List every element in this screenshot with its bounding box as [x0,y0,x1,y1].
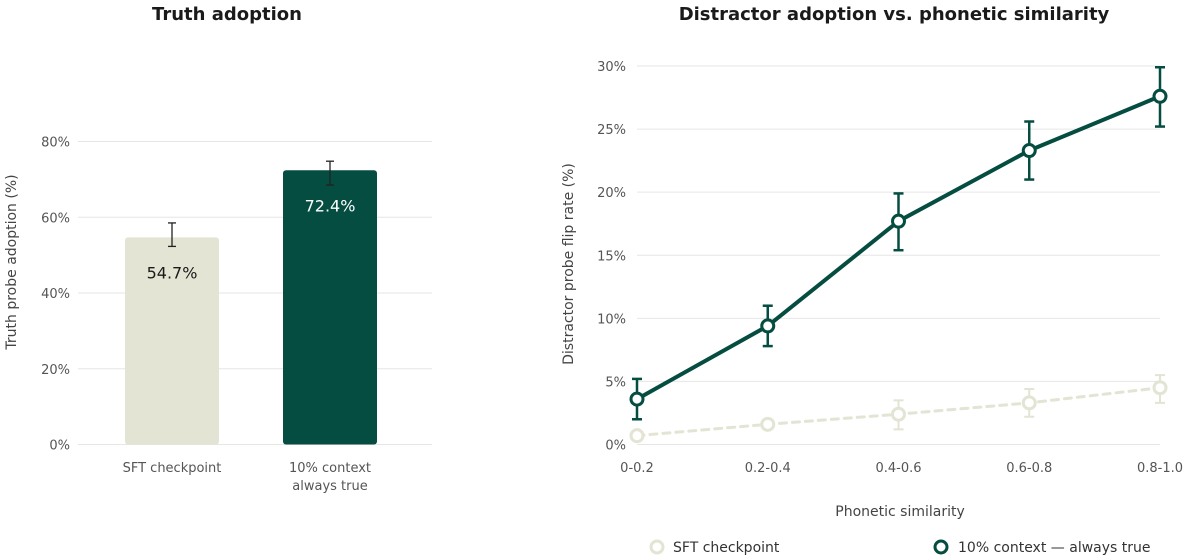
data-point [1152,380,1168,396]
right-y-tick-label: 25% [597,123,626,138]
data-point [891,406,906,422]
left-x-tick-label: SFT checkpoint [123,461,222,476]
data-label: 54.7% [147,263,198,282]
left-y-tick-label: 60% [41,211,70,226]
series-1 [629,66,1168,421]
right-x-tick-label: 0.8-1.0 [1137,461,1183,476]
right-y-tick-label: 20% [597,186,626,201]
data-point [629,428,645,444]
right-x-ticks: 0-0.2 0.2-0.4 0.4-0.6 0.6-0.8 0.8-1.0 [620,461,1183,476]
right-gridlines [637,65,1160,445]
data-point [1021,143,1037,159]
right-y-tick-label: 30% [597,60,626,75]
left-y-tick-label: 20% [41,363,70,378]
legend-label: 10% context — always true [958,540,1151,556]
right-y-ticks: 0% 5% 10% 15% 20% 25% 30% [597,60,626,454]
right-y-tick-label: 0% [605,439,626,454]
right-x-tick-label: 0-0.2 [620,461,654,476]
right-y-tick-label: 10% [597,312,626,327]
data-point [891,213,906,229]
series-0 [629,374,1168,444]
right-series [629,66,1168,444]
right-chart-title: Distractor adoption vs. phonetic similar… [679,4,1110,25]
left-x-tick-label: 10% context [289,461,371,476]
right-x-tick-label: 0.2-0.4 [745,461,791,476]
data-point [760,318,776,334]
bar [125,237,219,445]
right-y-axis-label: Distractor probe flip rate (%) [561,163,577,365]
right-x-tick-label: 0.4-0.6 [875,461,921,476]
legend-label: SFT checkpoint [673,540,780,556]
right-x-axis-label: Phonetic similarity [835,504,965,520]
truth-adoption-chart: Truth adoption 0% 20% 40% 60% 80% Truth prob… [4,4,432,494]
right-y-tick-label: 15% [597,249,626,264]
right-x-tick-label: 0.6-0.8 [1006,461,1052,476]
legend-marker [649,539,665,555]
right-y-tick-label: 5% [605,375,626,390]
left-chart-title: Truth adoption [152,4,302,25]
data-point [1021,395,1037,411]
left-bars: 54.7% 72.4% [125,160,377,445]
distractor-adoption-chart: Distractor adoption vs. phonetic similar… [561,4,1183,556]
left-y-tick-label: 80% [41,136,70,151]
left-x-ticks: SFT checkpoint 10% context always true [123,461,371,494]
data-label: 72.4% [305,196,356,215]
left-x-tick-label: always true [292,479,367,494]
data-point [629,391,645,407]
bar [283,170,377,445]
data-point [1152,88,1168,104]
legend: SFT checkpoint 10% context — always true [649,539,1151,556]
left-y-ticks: 0% 20% 40% 60% 80% [41,136,70,454]
data-point [760,416,776,432]
left-y-tick-label: 0% [49,439,70,454]
left-y-axis-label: Truth probe adoption (%) [4,174,20,350]
legend-marker [933,539,949,555]
left-y-tick-label: 40% [41,287,70,302]
